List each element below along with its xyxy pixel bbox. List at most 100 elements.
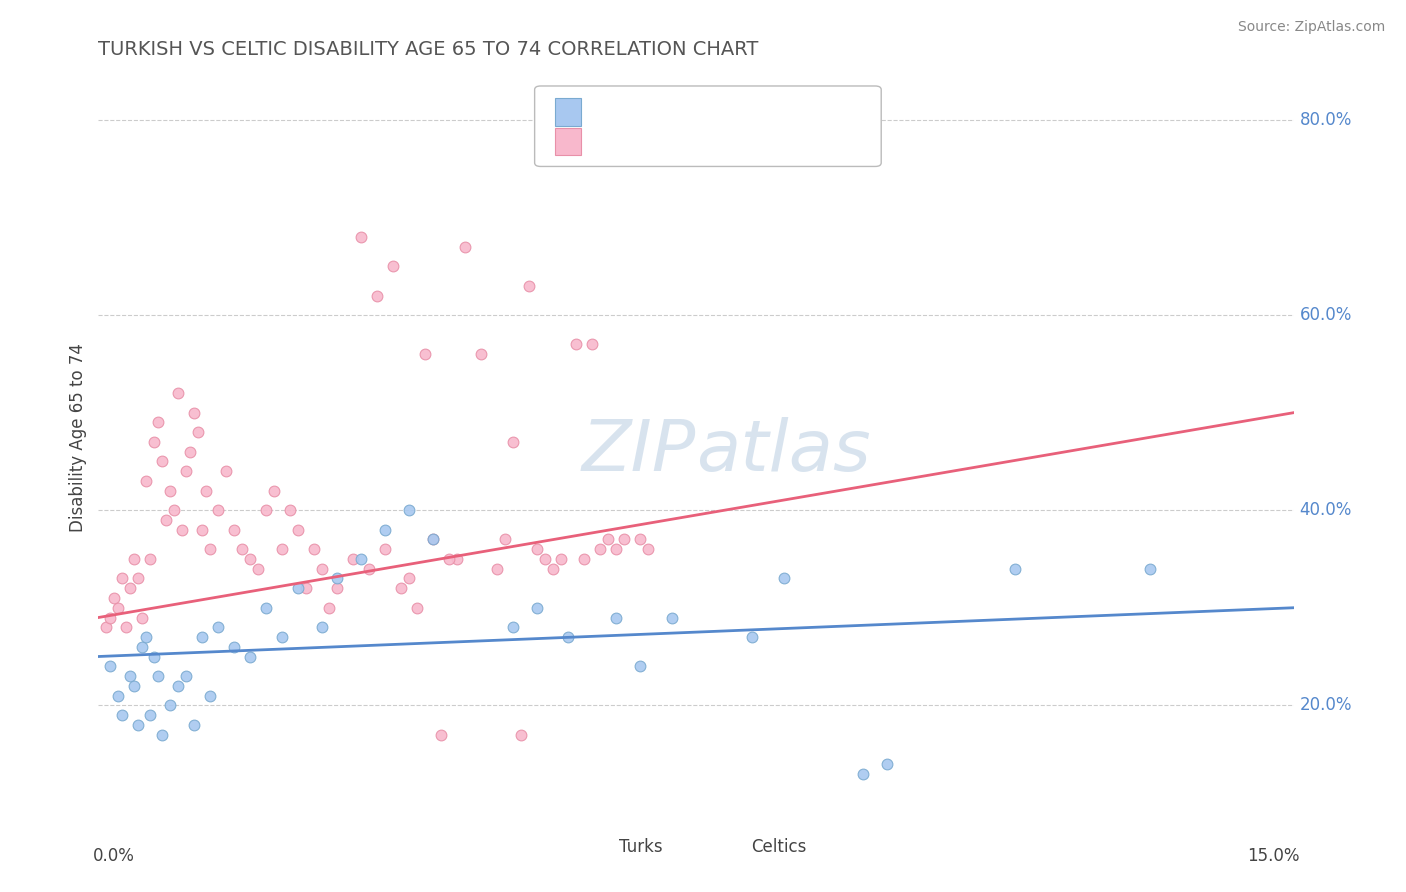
Point [422,533,444,547]
Point [124,552,146,566]
Bar [555,98,581,127]
Point [661,610,683,624]
Point [263,483,285,498]
Point [374,523,396,537]
Point [628,533,651,547]
Point [454,240,477,254]
Point [565,337,588,351]
Point [131,640,153,654]
Point [191,523,214,537]
Text: ZIP: ZIP [582,417,696,486]
Text: Source: ZipAtlas.com: Source: ZipAtlas.com [1237,20,1385,34]
Point [287,523,309,537]
Point [598,533,620,547]
Point [628,659,651,673]
Point [195,483,218,498]
Text: 40.0%: 40.0% [1299,501,1353,519]
Point [207,503,229,517]
Point [127,718,149,732]
Point [222,523,245,537]
Point [270,630,292,644]
Point [406,600,429,615]
Text: TURKISH VS CELTIC DISABILITY AGE 65 TO 74 CORRELATION CHART: TURKISH VS CELTIC DISABILITY AGE 65 TO 7… [98,39,759,59]
Point [103,591,125,605]
Point [326,581,349,595]
Point [98,610,122,624]
Point [398,503,420,517]
Point [398,572,420,586]
Point [533,552,555,566]
Point [174,464,197,478]
Point [470,347,492,361]
Point [876,756,898,771]
Point [135,474,157,488]
Point [581,337,603,351]
Point [120,669,142,683]
Point [270,542,292,557]
Point [174,669,197,683]
Point [111,708,134,723]
Point [374,542,396,557]
Point [198,689,221,703]
Point [231,542,253,557]
Text: Celtics: Celtics [751,838,806,855]
Point [526,542,548,557]
Point [382,260,405,274]
Point [187,425,209,440]
Point [311,620,333,634]
Point [159,698,181,713]
Point [637,542,659,557]
Bar [720,833,741,862]
Point [541,562,564,576]
Point [246,562,269,576]
Text: 15.0%: 15.0% [1247,847,1299,864]
Point [517,279,540,293]
Point [485,562,508,576]
Point [772,572,794,586]
Point [127,572,149,586]
Point [278,503,301,517]
Bar [589,833,610,862]
Text: Turks: Turks [620,838,664,855]
Text: R =  0.121   N = 42: R = 0.121 N = 42 [593,103,763,120]
Point [131,610,153,624]
Point [342,552,364,566]
Point [389,581,412,595]
Text: 80.0%: 80.0% [1299,112,1353,129]
Point [589,542,612,557]
Point [239,649,262,664]
Text: 0.0%: 0.0% [93,847,135,864]
Point [311,562,333,576]
Point [143,649,166,664]
Point [191,630,214,644]
Point [111,572,134,586]
Point [183,406,205,420]
Point [222,640,245,654]
Point [1139,562,1161,576]
Point [574,552,596,566]
Point [98,659,122,673]
Text: R = 0.256   N = 77: R = 0.256 N = 77 [593,132,758,150]
Point [413,347,436,361]
Point [605,610,627,624]
Text: 60.0%: 60.0% [1299,306,1353,324]
Point [613,533,636,547]
Point [318,600,340,615]
Point [741,630,763,644]
Point [422,533,444,547]
Point [254,600,277,615]
Point [120,581,142,595]
Point [294,581,316,595]
Point [139,552,162,566]
Point [509,727,531,741]
Point [159,483,181,498]
Point [179,444,201,458]
Point [163,503,186,517]
Point [350,230,373,244]
Point [150,727,173,741]
Point [96,620,118,634]
Point [215,464,238,478]
Text: atlas: atlas [696,417,870,486]
Point [107,689,129,703]
Point [430,727,453,741]
